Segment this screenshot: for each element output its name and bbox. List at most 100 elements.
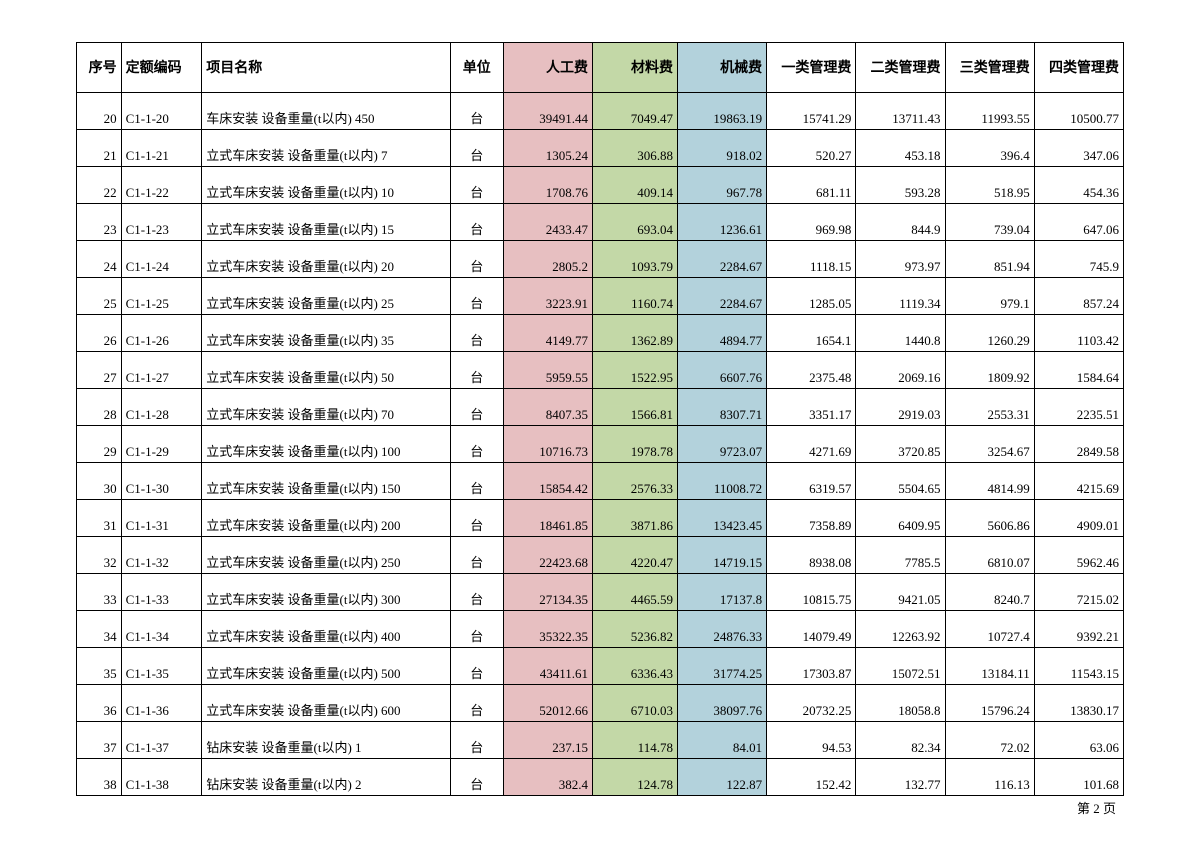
cell-name: 立式车床安装 设备重量(t以内) 7	[202, 130, 450, 167]
cell-mach: 38097.76	[677, 685, 766, 722]
cell-labor: 237.15	[503, 722, 592, 759]
cell-unit: 台	[450, 167, 503, 204]
cell-code: C1-1-29	[121, 426, 202, 463]
cell-seq: 21	[77, 130, 122, 167]
cell-m2: 18058.8	[856, 685, 945, 722]
cell-code: C1-1-27	[121, 352, 202, 389]
cell-m4: 745.9	[1034, 241, 1123, 278]
cell-m2: 7785.5	[856, 537, 945, 574]
cell-name: 立式车床安装 设备重量(t以内) 250	[202, 537, 450, 574]
table-row: 35C1-1-35立式车床安装 设备重量(t以内) 500台43411.6163…	[77, 648, 1124, 685]
cell-seq: 32	[77, 537, 122, 574]
cell-code: C1-1-32	[121, 537, 202, 574]
cell-m1: 1654.1	[767, 315, 856, 352]
cell-m1: 15741.29	[767, 93, 856, 130]
cell-mach: 14719.15	[677, 537, 766, 574]
cell-m3: 396.4	[945, 130, 1034, 167]
cell-labor: 10716.73	[503, 426, 592, 463]
table-row: 32C1-1-32立式车床安装 设备重量(t以内) 250台22423.6842…	[77, 537, 1124, 574]
cell-name: 立式车床安装 设备重量(t以内) 300	[202, 574, 450, 611]
cell-m2: 2919.03	[856, 389, 945, 426]
cell-unit: 台	[450, 685, 503, 722]
cell-m4: 63.06	[1034, 722, 1123, 759]
cell-m2: 13711.43	[856, 93, 945, 130]
cell-seq: 28	[77, 389, 122, 426]
cell-seq: 20	[77, 93, 122, 130]
cell-mat: 7049.47	[593, 93, 678, 130]
cell-name: 立式车床安装 设备重量(t以内) 50	[202, 352, 450, 389]
cell-m1: 520.27	[767, 130, 856, 167]
cell-unit: 台	[450, 463, 503, 500]
cell-mat: 114.78	[593, 722, 678, 759]
cell-m1: 1285.05	[767, 278, 856, 315]
cell-name: 立式车床安装 设备重量(t以内) 20	[202, 241, 450, 278]
cell-code: C1-1-30	[121, 463, 202, 500]
cell-m1: 4271.69	[767, 426, 856, 463]
col-machine-header: 机械费	[677, 43, 766, 93]
cost-table: 序号 定额编码 项目名称 单位 人工费 材料费 机械费 一类管理费 二类管理费 …	[76, 42, 1124, 796]
cell-mat: 1978.78	[593, 426, 678, 463]
cell-m3: 6810.07	[945, 537, 1034, 574]
cell-unit: 台	[450, 352, 503, 389]
col-mgmt4-header: 四类管理费	[1034, 43, 1123, 93]
cell-m1: 17303.87	[767, 648, 856, 685]
cell-m4: 647.06	[1034, 204, 1123, 241]
cell-m2: 82.34	[856, 722, 945, 759]
cell-mat: 2576.33	[593, 463, 678, 500]
table-row: 37C1-1-37钻床安装 设备重量(t以内) 1台237.15114.7884…	[77, 722, 1124, 759]
table-row: 23C1-1-23立式车床安装 设备重量(t以内) 15台2433.47693.…	[77, 204, 1124, 241]
cell-m3: 979.1	[945, 278, 1034, 315]
cell-name: 立式车床安装 设备重量(t以内) 10	[202, 167, 450, 204]
cell-labor: 5959.55	[503, 352, 592, 389]
cell-name: 立式车床安装 设备重量(t以内) 400	[202, 611, 450, 648]
cell-seq: 25	[77, 278, 122, 315]
cell-mach: 24876.33	[677, 611, 766, 648]
cell-name: 立式车床安装 设备重量(t以内) 70	[202, 389, 450, 426]
cell-m1: 152.42	[767, 759, 856, 796]
cell-mach: 9723.07	[677, 426, 766, 463]
cell-mach: 8307.71	[677, 389, 766, 426]
cell-seq: 31	[77, 500, 122, 537]
cell-unit: 台	[450, 426, 503, 463]
cell-m2: 1440.8	[856, 315, 945, 352]
cell-labor: 4149.77	[503, 315, 592, 352]
cell-name: 立式车床安装 设备重量(t以内) 15	[202, 204, 450, 241]
cell-m3: 11993.55	[945, 93, 1034, 130]
cell-m1: 7358.89	[767, 500, 856, 537]
cell-code: C1-1-20	[121, 93, 202, 130]
cell-m1: 3351.17	[767, 389, 856, 426]
cell-labor: 2433.47	[503, 204, 592, 241]
table-row: 30C1-1-30立式车床安装 设备重量(t以内) 150台15854.4225…	[77, 463, 1124, 500]
cell-code: C1-1-21	[121, 130, 202, 167]
cell-m1: 6319.57	[767, 463, 856, 500]
cell-name: 立式车床安装 设备重量(t以内) 200	[202, 500, 450, 537]
cell-m2: 973.97	[856, 241, 945, 278]
table-row: 24C1-1-24立式车床安装 设备重量(t以内) 20台2805.21093.…	[77, 241, 1124, 278]
cell-code: C1-1-38	[121, 759, 202, 796]
cell-code: C1-1-37	[121, 722, 202, 759]
cell-m2: 132.77	[856, 759, 945, 796]
cell-seq: 26	[77, 315, 122, 352]
cell-code: C1-1-31	[121, 500, 202, 537]
cell-labor: 52012.66	[503, 685, 592, 722]
cell-m4: 454.36	[1034, 167, 1123, 204]
cell-name: 立式车床安装 设备重量(t以内) 150	[202, 463, 450, 500]
col-name-header: 项目名称	[202, 43, 450, 93]
cell-m4: 347.06	[1034, 130, 1123, 167]
cell-name: 立式车床安装 设备重量(t以内) 35	[202, 315, 450, 352]
cell-mach: 6607.76	[677, 352, 766, 389]
cell-m4: 9392.21	[1034, 611, 1123, 648]
cell-seq: 27	[77, 352, 122, 389]
table-row: 26C1-1-26立式车床安装 设备重量(t以内) 35台4149.771362…	[77, 315, 1124, 352]
cell-seq: 34	[77, 611, 122, 648]
col-mgmt1-header: 一类管理费	[767, 43, 856, 93]
col-material-header: 材料费	[593, 43, 678, 93]
cell-mach: 19863.19	[677, 93, 766, 130]
col-mgmt3-header: 三类管理费	[945, 43, 1034, 93]
cell-m3: 13184.11	[945, 648, 1034, 685]
cell-m3: 116.13	[945, 759, 1034, 796]
cell-mat: 1362.89	[593, 315, 678, 352]
cell-m4: 5962.46	[1034, 537, 1123, 574]
cell-m4: 11543.15	[1034, 648, 1123, 685]
cell-labor: 39491.44	[503, 93, 592, 130]
